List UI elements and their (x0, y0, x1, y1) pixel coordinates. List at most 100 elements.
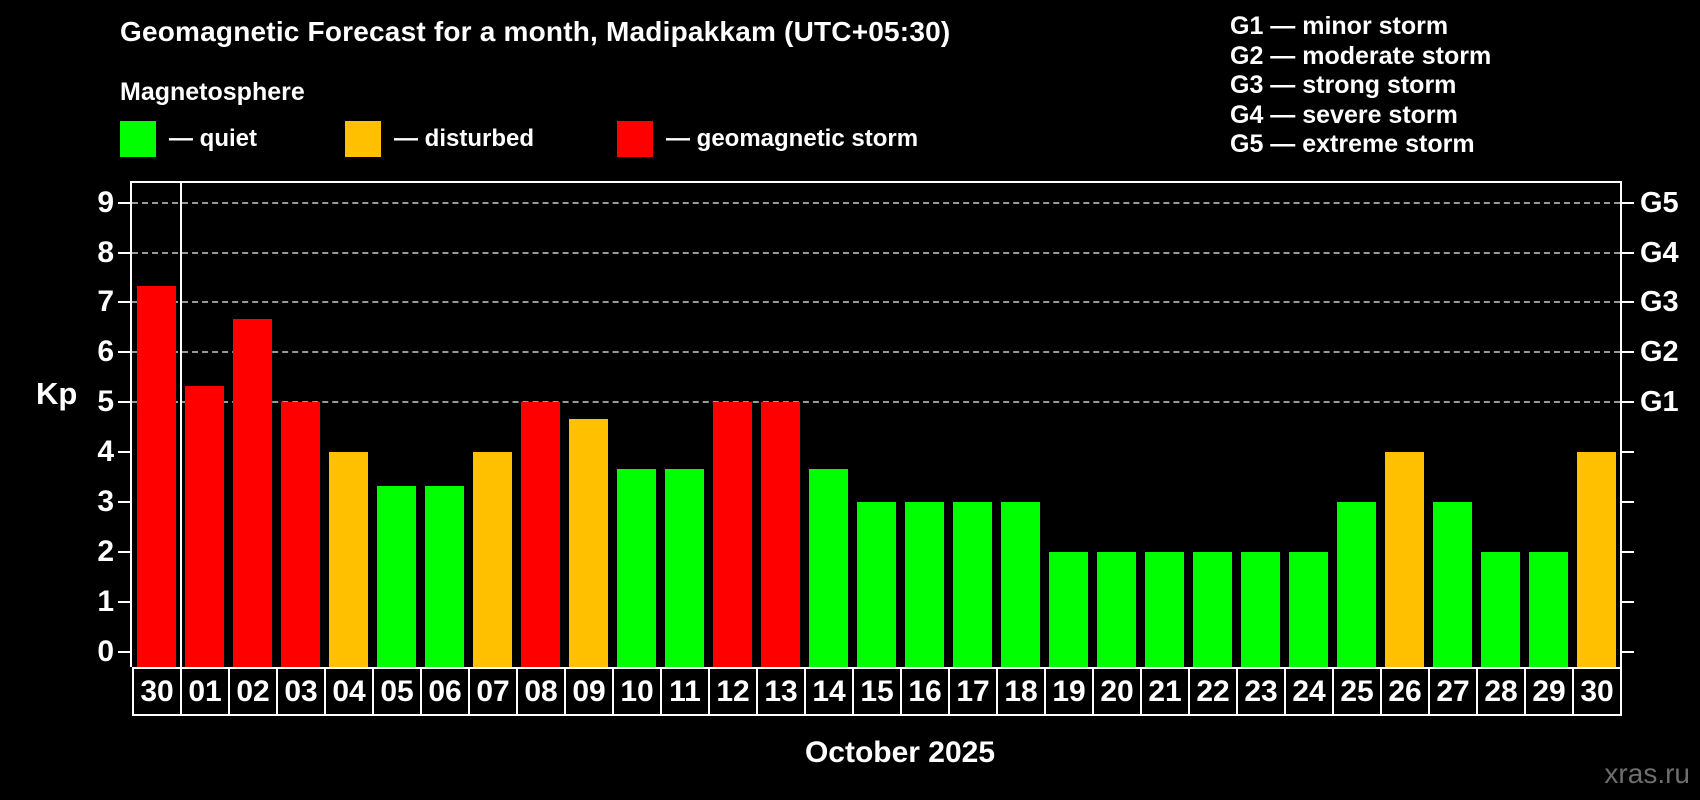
watermark: xras.ru (1604, 758, 1690, 789)
y-axis-tick-left-8 (118, 251, 131, 254)
y-axis-tick-label-3: 3 (97, 485, 114, 518)
day-label-26: 26 (1380, 667, 1430, 716)
storm-scale-item: G3 — strong storm (1230, 71, 1457, 99)
bar-day-23 (1240, 552, 1280, 667)
bar-day-05 (376, 486, 416, 667)
g-level-label-g3: G3 (1640, 286, 1679, 319)
month-separator-line (180, 183, 182, 667)
g-level-label-g4: G4 (1640, 236, 1679, 269)
gridline-kp7 (132, 301, 1620, 304)
bar-day-16 (904, 502, 944, 667)
g-level-label-g1: G1 (1640, 386, 1679, 419)
storm-scale-legend: G1 — minor storm G2 — moderate storm G3 — … (1230, 12, 1491, 160)
y-axis-tick-label-1: 1 (97, 584, 114, 618)
bar-day-11 (664, 469, 704, 667)
bar-day-27 (1432, 502, 1472, 667)
bar-day-10 (616, 469, 656, 667)
gridline-kp9 (132, 201, 1620, 204)
bar-day-22 (1192, 552, 1232, 667)
legend-item-disturbed: — disturbed (345, 120, 534, 158)
storm-scale-item: G2 — moderate storm (1230, 41, 1492, 70)
day-label-20: 20 (1092, 667, 1142, 716)
bar-day-07 (472, 452, 512, 667)
y-axis-tick-label-6: 6 (97, 335, 114, 369)
y-axis-tick-left-7 (118, 301, 131, 304)
y-axis-tick-label-2: 2 (97, 534, 114, 568)
legend-item-quiet: — quiet (120, 120, 257, 158)
day-label-28: 28 (1476, 667, 1526, 716)
y-axis-tick-left-2 (118, 550, 131, 553)
gridline-kp8 (132, 251, 1620, 254)
day-label-22: 22 (1188, 667, 1238, 716)
bar-day-19 (1048, 552, 1088, 667)
day-label-23: 23 (1236, 667, 1286, 716)
y-axis-tick-left-1 (118, 600, 131, 603)
legend-swatch-disturbed (345, 121, 381, 157)
y-axis-tick-right-0 (1621, 650, 1634, 653)
day-label-30: 30 (132, 667, 182, 716)
bar-day-03 (280, 402, 320, 667)
chart-title: Geomagnetic Forecast for a month, Madipa… (120, 16, 951, 47)
day-label-18: 18 (996, 667, 1046, 716)
y-axis-tick-label-7: 7 (97, 285, 114, 319)
day-label-19: 19 (1044, 667, 1094, 716)
day-label-10: 10 (612, 667, 662, 716)
bar-day-09 (568, 419, 608, 667)
y-axis-tick-right-3 (1621, 501, 1634, 503)
y-axis-tick-label-9: 9 (97, 185, 114, 219)
day-label-08: 08 (516, 667, 566, 716)
bar-day-26 (1384, 452, 1424, 667)
kp-axis-label: Kp (36, 376, 78, 411)
day-label-02: 02 (228, 667, 278, 716)
day-label-11: 11 (660, 667, 710, 716)
g-level-label-g5: G5 (1640, 186, 1679, 219)
legend-swatch-storm (617, 121, 653, 157)
day-label-24: 24 (1284, 667, 1334, 716)
y-axis-tick-label-8: 8 (97, 235, 114, 269)
legend-swatch-quiet (120, 121, 156, 157)
gridline-kp5 (132, 401, 1620, 404)
y-axis-tick-left-3 (118, 501, 131, 503)
day-label-03: 03 (276, 667, 326, 716)
storm-scale-item: G4 — severe storm (1230, 100, 1458, 129)
chart-subtitle: Magnetosphere (120, 78, 305, 106)
bar-day-17 (952, 502, 992, 667)
bar-day-25 (1336, 502, 1376, 667)
bar-day-30 (136, 286, 176, 667)
bar-day-20 (1096, 552, 1136, 667)
day-label-15: 15 (852, 667, 902, 716)
bar-day-01 (184, 386, 224, 667)
bar-day-04 (328, 452, 368, 667)
y-axis-tick-left-0 (118, 650, 131, 653)
bar-day-13 (760, 402, 800, 667)
legend-label: — quiet (169, 125, 257, 152)
y-axis-tick-right-9 (1621, 201, 1634, 204)
g-level-label-g2: G2 (1640, 336, 1679, 369)
bar-day-08 (520, 402, 560, 667)
y-axis-tick-left-9 (118, 201, 131, 204)
day-label-07: 07 (468, 667, 518, 716)
bar-day-30 (1576, 452, 1616, 667)
y-axis-tick-label-5: 5 (97, 385, 114, 419)
bar-day-24 (1288, 552, 1328, 667)
day-label-04: 04 (324, 667, 374, 716)
y-axis-tick-left-6 (118, 351, 131, 354)
day-label-06: 06 (420, 667, 470, 716)
legend-item-storm: — geomagnetic storm (617, 120, 918, 158)
y-axis-tick-right-2 (1621, 550, 1634, 553)
bar-day-12 (712, 402, 752, 667)
day-label-05: 05 (372, 667, 422, 716)
day-label-01: 01 (180, 667, 230, 716)
y-axis-tick-right-7 (1621, 301, 1634, 304)
bar-day-14 (808, 469, 848, 667)
day-label-12: 12 (708, 667, 758, 716)
day-label-14: 14 (804, 667, 854, 716)
storm-scale-item: G1 — minor storm (1230, 12, 1449, 40)
bar-day-29 (1528, 552, 1568, 667)
y-axis-tick-right-6 (1621, 351, 1634, 354)
day-label-13: 13 (756, 667, 806, 716)
day-label-27: 27 (1428, 667, 1478, 716)
day-label-21: 21 (1140, 667, 1190, 716)
gridline-kp6 (132, 351, 1620, 354)
